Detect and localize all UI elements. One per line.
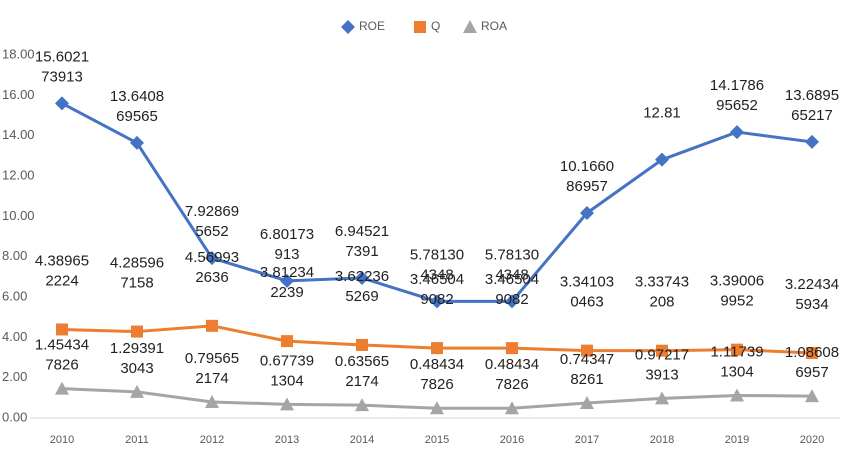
data-label: 3.22434 5934 <box>785 276 839 313</box>
data-label: 14.1786 95652 <box>710 77 764 114</box>
marker <box>55 381 69 395</box>
y-tick-label: 10.00 <box>2 208 35 223</box>
x-tick-label: 2015 <box>425 434 449 446</box>
data-label: 1.08608 6957 <box>785 344 839 381</box>
marker <box>580 396 594 410</box>
data-label: 6.80173 913 <box>260 226 314 263</box>
y-tick-label: 12.00 <box>2 167 35 182</box>
data-label: 0.67739 1304 <box>260 352 314 389</box>
data-label: 13.6895 65217 <box>785 87 839 124</box>
y-tick-label: 4.00 <box>2 329 27 344</box>
marker <box>131 325 143 338</box>
data-label: 3.33743 208 <box>635 274 689 311</box>
marker <box>656 344 668 357</box>
legend-label: ROA <box>481 19 507 33</box>
marker <box>431 342 443 355</box>
data-label: 4.38965 2224 <box>35 252 89 289</box>
marker <box>580 205 594 220</box>
data-label: 15.6021 73913 <box>35 48 89 85</box>
data-label: 0.97217 3913 <box>635 346 689 383</box>
data-label: 1.11739 1304 <box>710 343 763 380</box>
x-tick-label: 2016 <box>500 434 524 446</box>
y-tick-label: 8.00 <box>2 248 27 263</box>
marker <box>806 346 818 359</box>
data-label: 5.78130 4348 <box>485 246 539 283</box>
marker <box>55 96 69 111</box>
y-tick-label: 0.00 <box>2 409 27 424</box>
marker <box>505 401 519 415</box>
data-label: 0.63565 2174 <box>335 353 389 390</box>
marker <box>581 344 593 357</box>
data-label: 12.81 <box>643 105 681 122</box>
marker <box>356 338 368 351</box>
y-tick-label: 14.00 <box>2 127 35 142</box>
marker <box>505 294 519 309</box>
data-label: 3.62236 5269 <box>335 268 389 305</box>
legend-label: Q <box>431 19 440 33</box>
data-label: 6.94521 7391 <box>335 223 389 260</box>
marker <box>805 389 819 403</box>
data-label: 4.56993 2636 <box>185 249 239 286</box>
marker <box>355 270 369 285</box>
marker <box>205 394 219 408</box>
data-label: 0.48434 7826 <box>410 356 464 393</box>
y-tick-label: 16.00 <box>2 87 35 102</box>
marker <box>206 319 218 332</box>
data-label: 3.46504 9082 <box>485 271 539 308</box>
data-label: 5.78130 4348 <box>410 246 464 283</box>
marker <box>430 401 444 415</box>
data-label: 3.34103 0463 <box>560 274 614 311</box>
data-label: 13.6408 69565 <box>110 88 164 125</box>
marker <box>805 134 819 149</box>
marker <box>731 343 743 356</box>
legend-label: ROE <box>359 19 385 33</box>
legend-marker <box>341 20 355 34</box>
x-tick-label: 2010 <box>50 434 74 446</box>
data-label: 0.79565 2174 <box>185 350 239 387</box>
marker <box>655 391 669 405</box>
data-label: 3.46504 9082 <box>410 271 464 308</box>
marker <box>281 335 293 348</box>
y-tick-label: 2.00 <box>2 369 27 384</box>
data-label: 10.1660 86957 <box>560 158 614 195</box>
x-tick-label: 2019 <box>725 434 749 446</box>
marker <box>506 342 518 355</box>
marker <box>56 323 68 336</box>
x-tick-label: 2020 <box>800 434 824 446</box>
marker <box>430 294 444 309</box>
marker <box>280 273 294 288</box>
data-label: 3.39006 9952 <box>710 273 764 310</box>
marker <box>130 384 144 398</box>
x-tick-label: 2011 <box>125 434 149 446</box>
marker <box>730 388 744 402</box>
x-tick-label: 2018 <box>650 434 674 446</box>
data-label: 3.81234 2239 <box>260 264 314 301</box>
x-tick-label: 2012 <box>200 434 224 446</box>
data-label: 0.74347 8261 <box>560 351 614 388</box>
data-label: 1.29391 3043 <box>110 340 164 377</box>
legend-marker <box>414 21 426 33</box>
marker <box>355 398 369 412</box>
marker <box>205 251 219 266</box>
y-tick-label: 6.00 <box>2 288 27 303</box>
marker <box>130 135 144 150</box>
x-tick-label: 2013 <box>275 434 299 446</box>
x-tick-label: 2017 <box>575 434 599 446</box>
marker <box>280 397 294 411</box>
data-label: 4.28596 7158 <box>110 255 164 292</box>
data-label: 7.92869 5652 <box>185 203 239 240</box>
marker <box>655 152 669 167</box>
marker <box>730 125 744 140</box>
legend-marker <box>463 20 477 33</box>
x-tick-label: 2014 <box>350 434 374 446</box>
data-label: 1.45434 7826 <box>35 337 89 374</box>
y-tick-label: 18.00 <box>2 46 35 61</box>
data-label: 0.48434 7826 <box>485 356 539 393</box>
